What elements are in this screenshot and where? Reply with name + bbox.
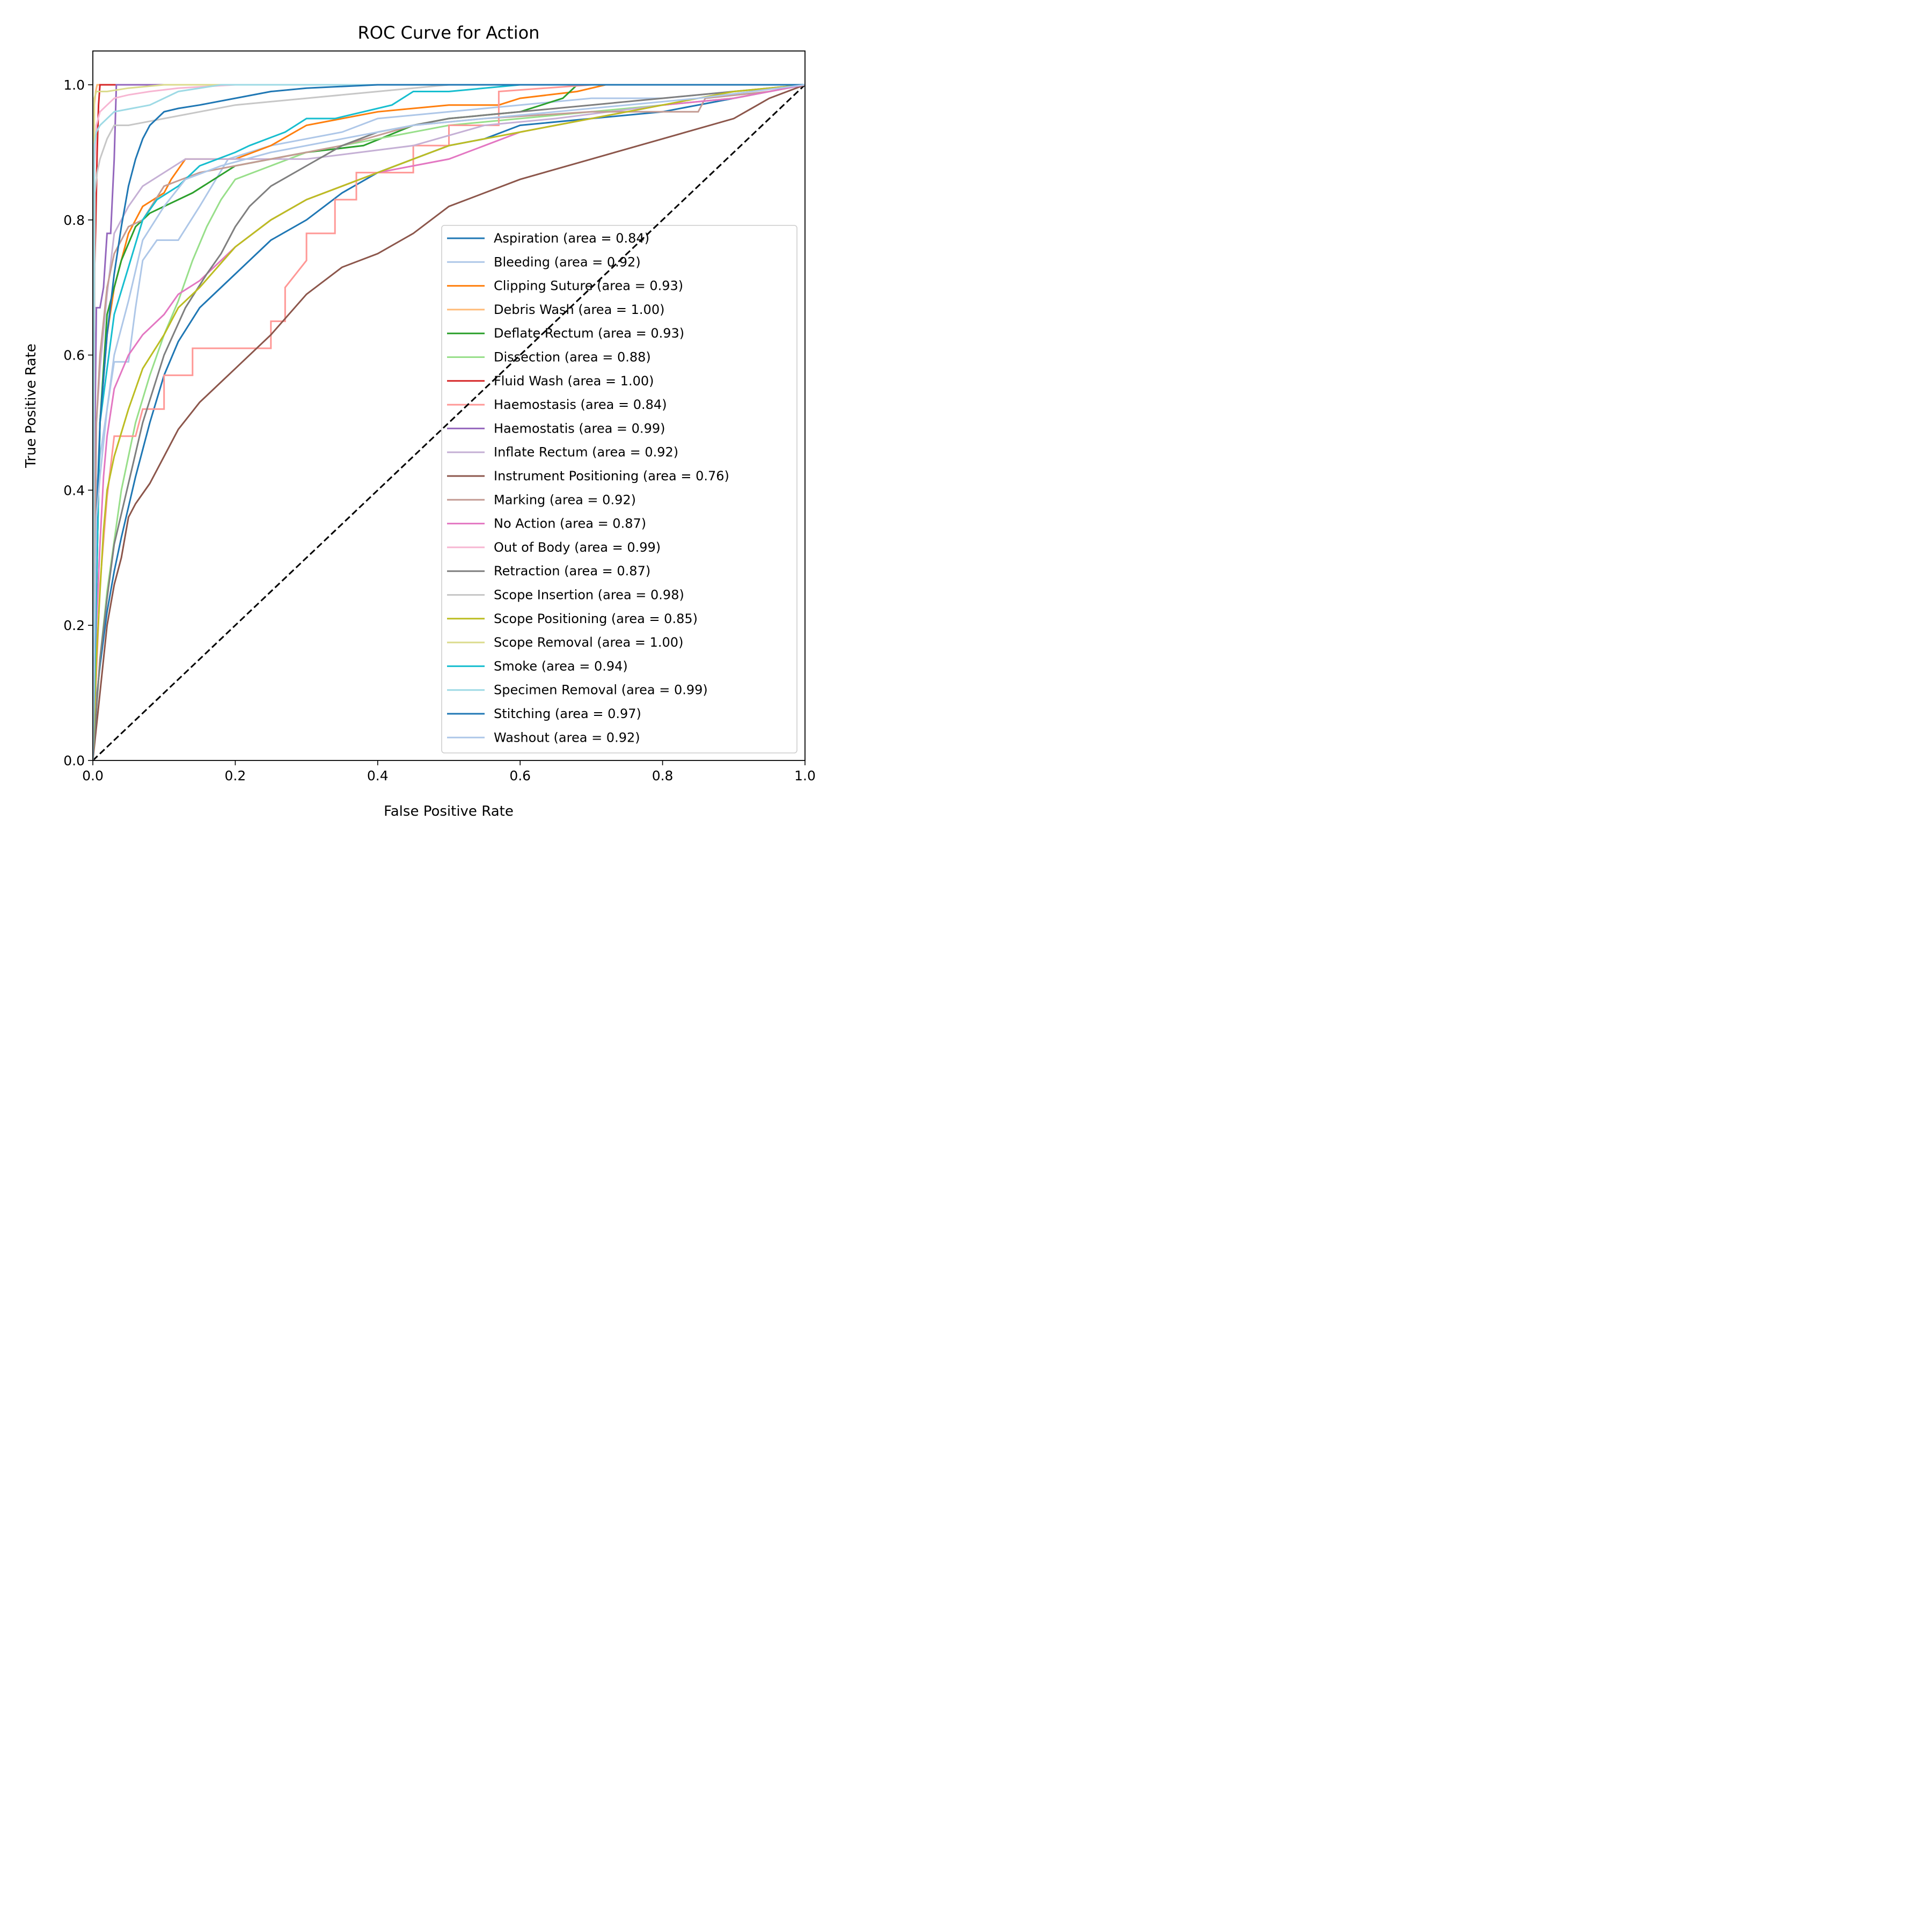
x-axis: 0.0 0.2 0.4 0.6 0.8 1.0 [82, 760, 816, 784]
roc-line-dissection [93, 84, 805, 760]
x-tick-label: 1.0 [794, 768, 816, 784]
legend-entries: Aspiration (area = 0.84) Bleeding (area =… [447, 231, 729, 745]
y-tick-label: 0.4 [63, 482, 85, 498]
x-tick-label: 0.6 [509, 768, 531, 784]
legend-label: Retraction (area = 0.87) [494, 564, 650, 579]
chart-title: ROC Curve for Action [358, 23, 540, 43]
legend-label: Scope Removal (area = 1.00) [494, 635, 683, 650]
legend-label: Scope Positioning (area = 0.85) [494, 611, 698, 626]
legend-box [441, 225, 797, 753]
legend-label: Aspiration (area = 0.84) [494, 231, 649, 246]
legend-label: Haemostatis (area = 0.99) [494, 421, 665, 436]
plot-frame [92, 50, 806, 761]
legend-label: Scope Insertion (area = 0.98) [494, 588, 684, 603]
y-tick-label: 1.0 [63, 77, 85, 93]
roc-line-scope-positioning [93, 84, 805, 760]
legend: Aspiration (area = 0.84) Bleeding (area =… [441, 225, 797, 753]
y-tick-label: 0.0 [63, 753, 85, 769]
legend-label: Dissection (area = 0.88) [494, 350, 651, 365]
roc-line-retraction [93, 84, 805, 760]
y-tick-label: 0.6 [63, 348, 85, 363]
roc-line-aspiration [93, 84, 805, 760]
legend-label: Washout (area = 0.92) [494, 730, 640, 745]
legend-label: Inflate Rectum (area = 0.92) [494, 445, 678, 460]
roc-line-marking [93, 84, 805, 760]
legend-label: Bleeding (area = 0.92) [494, 254, 641, 269]
x-tick-label: 0.8 [652, 768, 674, 784]
roc-line-instrument-positioning [93, 84, 805, 760]
roc-series-layer [93, 84, 805, 760]
legend-label: Deflate Rectum (area = 0.93) [494, 326, 684, 341]
roc-line-inflate-rectum [93, 84, 805, 760]
legend-label: Out of Body (area = 0.99) [494, 540, 661, 555]
legend-label: Fluid Wash (area = 1.00) [494, 374, 654, 389]
legend-label: No Action (area = 0.87) [494, 516, 646, 531]
legend-label: Haemostasis (area = 0.84) [494, 397, 667, 412]
legend-label: Stitching (area = 0.97) [494, 706, 641, 721]
y-axis-label: True Positive Rate [23, 343, 39, 469]
legend-label: Instrument Positioning (area = 0.76) [494, 469, 729, 484]
roc-line-haemostasis [93, 84, 805, 760]
legend-label: Marking (area = 0.92) [494, 492, 636, 507]
legend-label: Debris Wash (area = 1.00) [494, 302, 664, 317]
roc-line-washout [93, 84, 805, 760]
legend-label: Specimen Removal (area = 0.99) [494, 683, 708, 698]
y-tick-label: 0.8 [63, 213, 85, 228]
y-axis: 0.0 0.2 0.4 0.6 0.8 1.0 [63, 77, 93, 769]
x-tick-label: 0.4 [367, 768, 389, 784]
legend-label: Smoke (area = 0.94) [494, 658, 628, 674]
y-tick-label: 0.2 [63, 618, 85, 633]
x-axis-label: False Positive Rate [384, 803, 514, 819]
roc-chart: ROC Curve for Action Aspiration (area = … [0, 0, 835, 835]
roc-line-stitching [93, 84, 805, 760]
x-tick-label: 0.2 [225, 768, 246, 784]
legend-label: Clipping Suture (area = 0.93) [494, 279, 683, 294]
x-tick-label: 0.0 [82, 768, 104, 784]
